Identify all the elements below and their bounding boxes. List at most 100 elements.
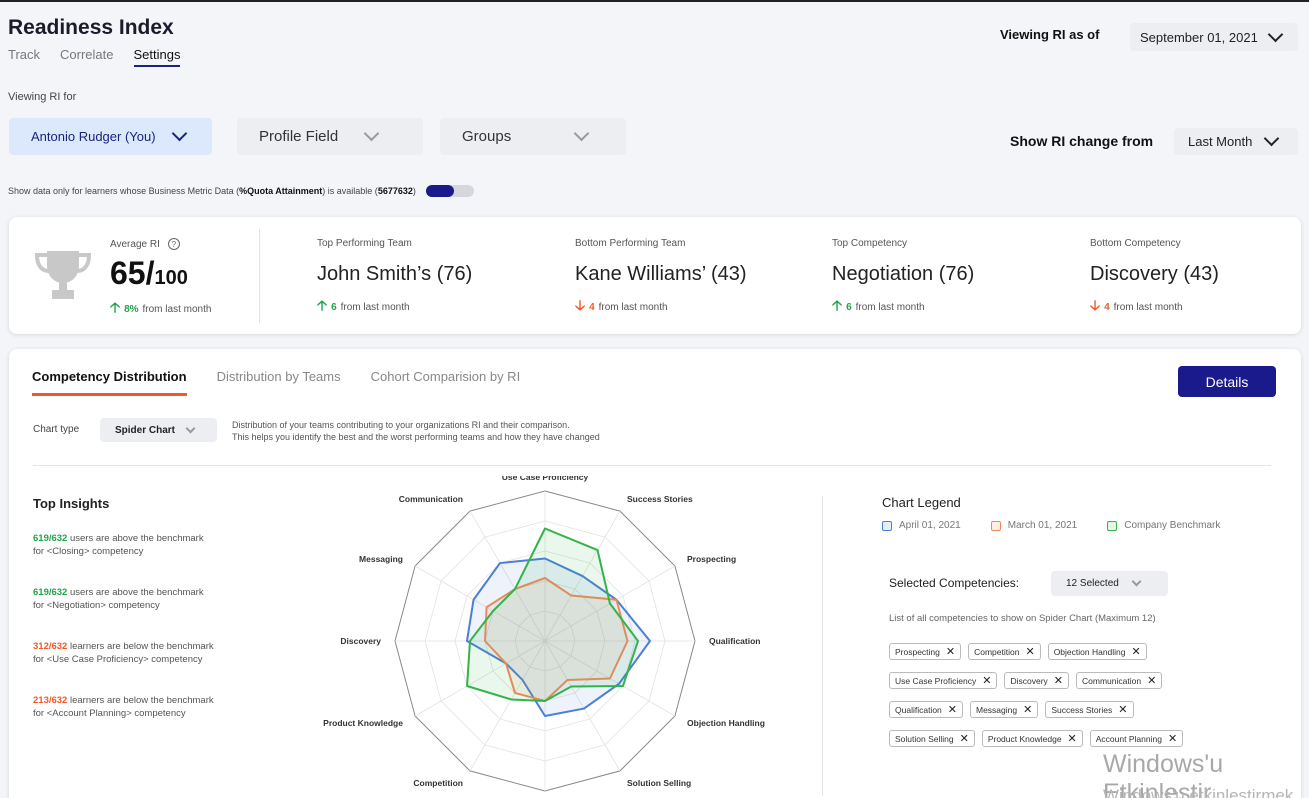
competency-chip: Communication ✕ xyxy=(1076,672,1163,689)
change-from-dropdown[interactable]: Last Month xyxy=(1174,128,1298,155)
competency-chip: Objection Handling ✕ xyxy=(1047,643,1147,660)
axis-label: Discovery xyxy=(340,636,381,646)
date-value: September 01, 2021 xyxy=(1140,29,1258,45)
axis-label: Communication xyxy=(399,494,463,504)
top-tabs: Track Correlate Settings xyxy=(8,47,181,67)
profile-field-dropdown[interactable]: Profile Field xyxy=(237,118,423,155)
divider xyxy=(33,465,1271,466)
close-icon[interactable]: ✕ xyxy=(1053,675,1064,687)
user-dropdown[interactable]: Antonio Rudger (You) xyxy=(9,118,212,155)
chart-description: Distribution of your teams contributing … xyxy=(232,420,600,442)
help-icon[interactable]: ? xyxy=(167,238,180,250)
close-icon[interactable]: ✕ xyxy=(945,646,956,658)
chevron-down-icon xyxy=(1264,130,1280,147)
chip-label: Account Planning xyxy=(1095,733,1162,744)
competency-chip: Success Stories ✕ xyxy=(1045,701,1134,718)
tab-distribution-by-teams[interactable]: Distribution by Teams xyxy=(216,369,341,384)
arrow-up-icon: 🡡 xyxy=(317,297,328,313)
legend-item: April 01, 2021 xyxy=(882,520,961,531)
legend-title: Chart Legend xyxy=(882,495,961,510)
details-button[interactable]: Details xyxy=(1178,366,1276,397)
chip-label: Messaging xyxy=(976,704,1018,715)
spider-chart: Use Case Proficiency Success Stories Prosp… xyxy=(323,476,765,792)
close-icon[interactable]: ✕ xyxy=(947,704,957,716)
chip-label: Use Case Proficiency xyxy=(895,675,977,686)
close-icon[interactable]: ✕ xyxy=(1025,646,1035,658)
grid-spoke xyxy=(414,565,546,642)
legend-item: Company Benchmark xyxy=(1107,520,1220,531)
chevron-down-icon xyxy=(573,125,590,142)
competency-chip: Prospecting ✕ xyxy=(889,643,962,660)
axis-label: Qualification xyxy=(709,636,760,646)
tab-track[interactable]: Track xyxy=(8,47,41,62)
close-icon[interactable]: ✕ xyxy=(982,675,992,687)
axis-label: Prospecting xyxy=(687,554,736,564)
arrow-down-icon: 🡣 xyxy=(575,297,586,313)
business-metric-filter: Show data only for learners whose Busine… xyxy=(8,185,474,197)
grid-spoke xyxy=(469,640,546,772)
competency-list-label: List of all competencies to show on Spid… xyxy=(889,613,1156,624)
insight-item: 619/632 users are above the benchmark for… xyxy=(33,587,204,611)
arrow-down-icon: 🡣 xyxy=(1090,297,1101,313)
selected-competencies-label: Selected Competencies: xyxy=(889,576,1020,590)
competency-chips: Prospecting ✕ Competition ✕ Objection Handli… xyxy=(889,643,1209,747)
date-dropdown[interactable]: September 01, 2021 xyxy=(1130,23,1298,51)
selected-competencies-value: 12 Selected xyxy=(1066,578,1119,589)
axis-label: Competition xyxy=(413,778,463,788)
chart-type-label: Chart type xyxy=(33,424,80,435)
insights-title: Top Insights xyxy=(33,496,110,511)
tab-settings[interactable]: Settings xyxy=(133,47,181,67)
viewing-for-label: Viewing RI for xyxy=(8,91,77,103)
bottom-competency-stat: Bottom Competency Discovery (43) 🡣 4 from … xyxy=(1090,238,1219,319)
selected-competencies-dropdown[interactable]: 12 Selected xyxy=(1051,571,1168,596)
chevron-down-icon xyxy=(363,125,380,142)
groups-label: Groups xyxy=(462,128,512,145)
divider xyxy=(822,496,823,796)
axis-label: Objection Handling xyxy=(687,718,765,728)
chevron-down-icon xyxy=(185,423,196,433)
chart-type-dropdown[interactable]: Spider Chart xyxy=(100,418,217,442)
legend-swatch xyxy=(990,520,1001,531)
change-from-value: Last Month xyxy=(1188,134,1253,149)
close-icon[interactable]: ✕ xyxy=(1167,733,1178,745)
groups-dropdown[interactable]: Groups xyxy=(440,118,626,155)
legend-item: March 01, 2021 xyxy=(990,520,1077,531)
series-polygon xyxy=(466,527,639,702)
change-from-label: Show RI change from xyxy=(1010,133,1154,149)
arrow-up-icon: 🡡 xyxy=(832,297,843,313)
chip-label: Prospecting xyxy=(895,646,940,657)
trophy-icon xyxy=(35,251,91,299)
average-ri-value: 65/100 xyxy=(110,255,188,291)
axis-label: Solution Selling xyxy=(627,778,691,788)
competency-chip: Competition ✕ xyxy=(968,643,1041,660)
chevron-down-icon xyxy=(1267,26,1284,42)
competency-chip: Qualification ✕ xyxy=(889,701,963,718)
legend-swatch xyxy=(882,520,892,531)
insight-item: 619/632 users are above the benchmark for… xyxy=(33,533,204,557)
close-icon[interactable]: ✕ xyxy=(1118,704,1128,716)
close-icon[interactable]: ✕ xyxy=(1067,733,1077,745)
top-competency-stat: Top Competency Negotiation (76) 🡡 6 from l… xyxy=(832,238,974,319)
tab-cohort-comparison[interactable]: Cohort Comparision by RI xyxy=(370,369,521,384)
user-value: Antonio Rudger (You) xyxy=(31,129,156,144)
competency-chip: Discovery ✕ xyxy=(1004,672,1070,689)
content-tabs: Competency Distribution Distribution by … xyxy=(32,369,520,396)
bottom-team-stat: Bottom Performing Team Kane Williams’ (4… xyxy=(575,238,747,319)
close-icon[interactable]: ✕ xyxy=(1147,675,1157,687)
chip-label: Qualification xyxy=(895,704,942,715)
close-icon[interactable]: ✕ xyxy=(959,733,969,745)
close-icon[interactable]: ✕ xyxy=(1131,646,1141,658)
business-metric-toggle[interactable] xyxy=(425,185,474,197)
grid-spoke xyxy=(469,510,546,642)
axis-label: Success Stories xyxy=(627,494,693,504)
competency-chip: Solution Selling ✕ xyxy=(889,730,975,747)
stats-card: Average RI ? 65/100 🡡 8% from last month… xyxy=(9,217,1301,334)
arrow-up-icon: 🡡 xyxy=(110,299,121,315)
tab-competency-distribution[interactable]: Competency Distribution xyxy=(32,369,187,396)
chip-label: Solution Selling xyxy=(895,733,954,744)
tab-correlate[interactable]: Correlate xyxy=(60,47,114,62)
viewing-as-label: Viewing RI as of xyxy=(1000,27,1100,42)
close-icon[interactable]: ✕ xyxy=(1023,704,1033,716)
chip-label: Competition xyxy=(974,646,1020,657)
chip-label: Objection Handling xyxy=(1053,646,1126,657)
